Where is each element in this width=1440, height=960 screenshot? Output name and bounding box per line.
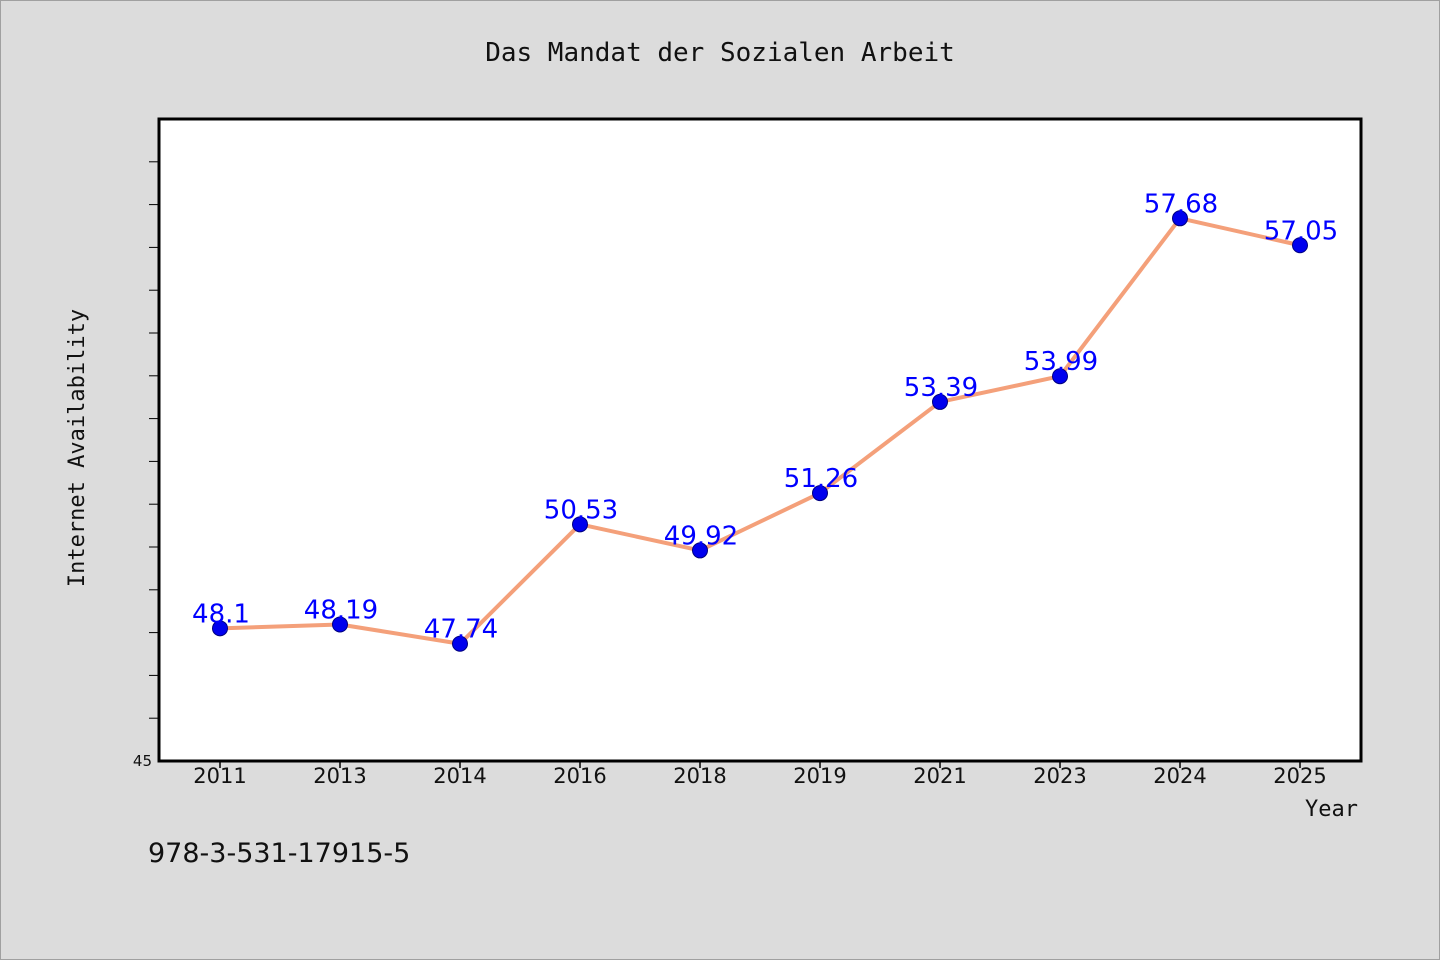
y-tick-label-min: 45 — [133, 752, 152, 770]
x-tick-label: 2018 — [673, 764, 726, 788]
x-tick-label: 2011 — [193, 764, 246, 788]
data-point — [1292, 237, 1308, 254]
x-tick-label: 2013 — [313, 764, 366, 788]
data-label: 48.1 — [192, 599, 250, 629]
data-label: 53.99 — [1024, 347, 1098, 377]
data-point — [332, 616, 348, 633]
data-point — [932, 393, 948, 410]
data-label: 57.68 — [1144, 189, 1218, 219]
data-point — [692, 542, 708, 559]
x-tick-label: 2019 — [793, 764, 846, 788]
x-tick-label: 2025 — [1273, 764, 1326, 788]
x-tick-label: 2023 — [1033, 764, 1086, 788]
x-axis-ticks: 2011 2013 2014 2016 2018 2019 2021 2023 2024 2025 — [193, 761, 1327, 788]
data-label: 51.26 — [784, 464, 858, 494]
chart-title: Das Mandat der Sozialen Arbeit — [485, 38, 955, 68]
x-tick-label: 2016 — [553, 764, 606, 788]
series-line — [219, 216, 1301, 646]
data-label: 53.39 — [904, 373, 978, 403]
y-axis-ticks — [149, 161, 159, 719]
data-point — [572, 516, 588, 533]
x-tick-label: 2024 — [1153, 764, 1206, 788]
data-label: 57.05 — [1264, 216, 1338, 246]
data-point — [812, 485, 828, 502]
data-point — [1052, 368, 1068, 385]
y-axis-label: Internet Availability — [65, 309, 90, 587]
plot-area — [157, 117, 1363, 763]
isbn-footer: 978-3-531-17915-5 — [148, 838, 410, 869]
x-axis-label: Year — [1305, 797, 1358, 822]
x-tick-label: 2014 — [433, 764, 486, 788]
x-tick-label: 2021 — [913, 764, 966, 788]
data-point — [1172, 210, 1188, 227]
series-line-group — [212, 210, 1308, 652]
data-label: 47.74 — [424, 615, 498, 645]
data-point — [452, 635, 468, 652]
data-label: 50.53 — [544, 495, 618, 525]
data-label: 48.19 — [304, 595, 378, 625]
data-point — [212, 620, 228, 637]
data-labels-group: 48.1 48.19 47.74 50.53 49.92 51.26 53.39 53.99 5… — [192, 189, 1338, 644]
data-label: 49.92 — [664, 521, 738, 551]
